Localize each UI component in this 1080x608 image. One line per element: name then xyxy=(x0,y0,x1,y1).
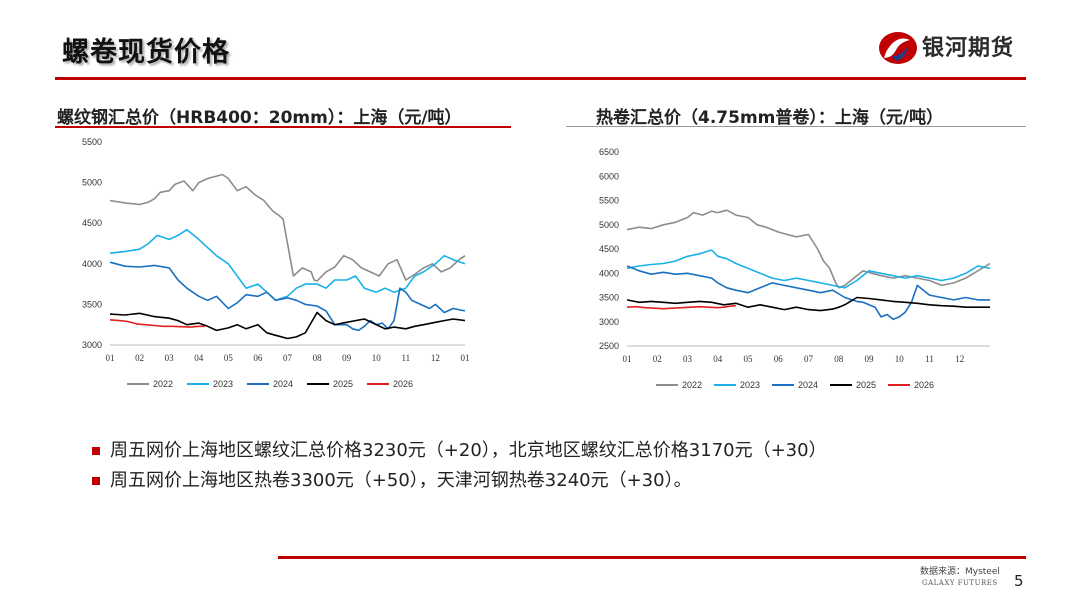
series-line-2023 xyxy=(626,249,991,289)
y-tick-label: 3500 xyxy=(82,299,102,309)
x-tick-label: 05 xyxy=(744,354,754,364)
legend-label-2026: 2026 xyxy=(393,379,413,389)
legend-label-2023: 2023 xyxy=(740,380,760,390)
x-tick-label: 12 xyxy=(955,354,964,364)
y-tick-label: 6500 xyxy=(599,147,619,157)
x-tick-label: 04 xyxy=(194,353,204,363)
series-line-2026 xyxy=(626,304,736,310)
bullet-text: 周五网价上海地区螺纹汇总价格3230元（+20），北京地区螺纹汇总价格3170元… xyxy=(110,440,827,461)
y-tick-label: 3000 xyxy=(599,317,619,327)
series-line-2024 xyxy=(626,265,990,321)
x-tick-label: 12 xyxy=(431,353,440,363)
right-chart: 2500 3000 3500 4000 4500 5000 5500 6000 6500 01 02… xyxy=(599,147,991,390)
series-line-2022 xyxy=(626,209,991,289)
legend-label-2022: 2022 xyxy=(153,379,173,389)
x-tick-label: 06 xyxy=(774,354,784,364)
bullet-item: 周五网价上海地区热卷3300元（+50），天津河钢热卷3240元（+30）。 xyxy=(92,466,827,496)
bullet-item: 周五网价上海地区螺纹汇总价格3230元（+20），北京地区螺纹汇总价格3170元… xyxy=(92,436,827,466)
x-tick-label: 02 xyxy=(653,354,662,364)
x-tick-label: 06 xyxy=(253,353,263,363)
legend-label-2023: 2023 xyxy=(213,379,233,389)
y-tick-label: 4500 xyxy=(599,244,619,254)
series-line-2025 xyxy=(626,296,990,312)
x-tick-label: 08 xyxy=(313,353,323,363)
header-divider xyxy=(55,77,1026,80)
galaxy-logo-icon xyxy=(879,32,917,64)
y-tick-label: 3000 xyxy=(82,340,102,350)
page-title: 螺卷现货价格 xyxy=(62,37,230,68)
footer-brand: GALAXY FUTURES xyxy=(922,579,998,587)
series-line-2025 xyxy=(109,311,466,340)
y-tick-label: 5000 xyxy=(82,178,102,188)
x-tick-label: 05 xyxy=(224,353,234,363)
y-tick-label: 6000 xyxy=(599,171,619,181)
right-chart-title-underline xyxy=(566,126,1026,127)
x-tick-label: 01 xyxy=(106,353,115,363)
series-line-2026 xyxy=(109,319,205,328)
x-tick-label: 03 xyxy=(683,354,693,364)
x-tick-label: 01 xyxy=(461,353,470,363)
footer-divider xyxy=(278,556,1026,559)
y-tick-label: 3500 xyxy=(599,293,619,303)
x-tick-label: 09 xyxy=(342,353,352,363)
x-tick-label: 09 xyxy=(865,354,875,364)
x-tick-label: 11 xyxy=(925,354,934,364)
data-source: 数据来源：Mysteel xyxy=(920,567,1000,577)
page-number: 5 xyxy=(1014,572,1024,590)
brand-logo: 银河期货 xyxy=(876,28,1036,68)
bullet-square-icon xyxy=(92,447,100,455)
left-chart-title: 螺纹钢汇总价（HRB400：20mm）：上海（元/吨） xyxy=(57,108,462,128)
right-chart-title: 热卷汇总价（4.75mm普卷）：上海（元/吨） xyxy=(596,108,944,128)
x-tick-label: 10 xyxy=(895,354,905,364)
x-tick-label: 07 xyxy=(283,353,293,363)
y-tick-label: 4000 xyxy=(82,259,102,269)
left-chart-title-underline xyxy=(55,126,511,128)
x-tick-label: 11 xyxy=(401,353,410,363)
x-tick-label: 02 xyxy=(135,353,144,363)
y-tick-label: 5500 xyxy=(82,137,102,147)
summary-bullets: 周五网价上海地区螺纹汇总价格3230元（+20），北京地区螺纹汇总价格3170元… xyxy=(92,436,827,496)
series-line-2022 xyxy=(109,173,466,282)
legend-label-2022: 2022 xyxy=(682,380,702,390)
legend-label-2024: 2024 xyxy=(273,379,293,389)
x-tick-label: 01 xyxy=(623,354,632,364)
x-tick-label: 10 xyxy=(372,353,382,363)
x-tick-label: 04 xyxy=(713,354,723,364)
y-tick-label: 4000 xyxy=(599,268,619,278)
y-tick-label: 5500 xyxy=(599,196,619,206)
x-tick-label: 07 xyxy=(804,354,814,364)
left-chart: 3000 3500 4000 4500 5000 5500 01 02 03 04 05 06 07 08… xyxy=(82,137,470,389)
y-tick-label: 4500 xyxy=(82,218,102,228)
legend-label-2024: 2024 xyxy=(798,380,818,390)
bullet-square-icon xyxy=(92,477,100,485)
legend-label-2025: 2025 xyxy=(856,380,876,390)
y-tick-label: 5000 xyxy=(599,220,619,230)
series-line-2023 xyxy=(109,228,466,302)
x-tick-label: 03 xyxy=(165,353,175,363)
legend-label-2026: 2026 xyxy=(914,380,934,390)
bullet-text: 周五网价上海地区热卷3300元（+50），天津河钢热卷3240元（+30）。 xyxy=(110,470,692,491)
x-tick-label: 08 xyxy=(834,354,844,364)
brand-logo-text: 银河期货 xyxy=(922,36,1015,61)
legend-label-2025: 2025 xyxy=(333,379,353,389)
series-line-2024 xyxy=(109,261,466,332)
y-tick-label: 2500 xyxy=(599,341,619,351)
